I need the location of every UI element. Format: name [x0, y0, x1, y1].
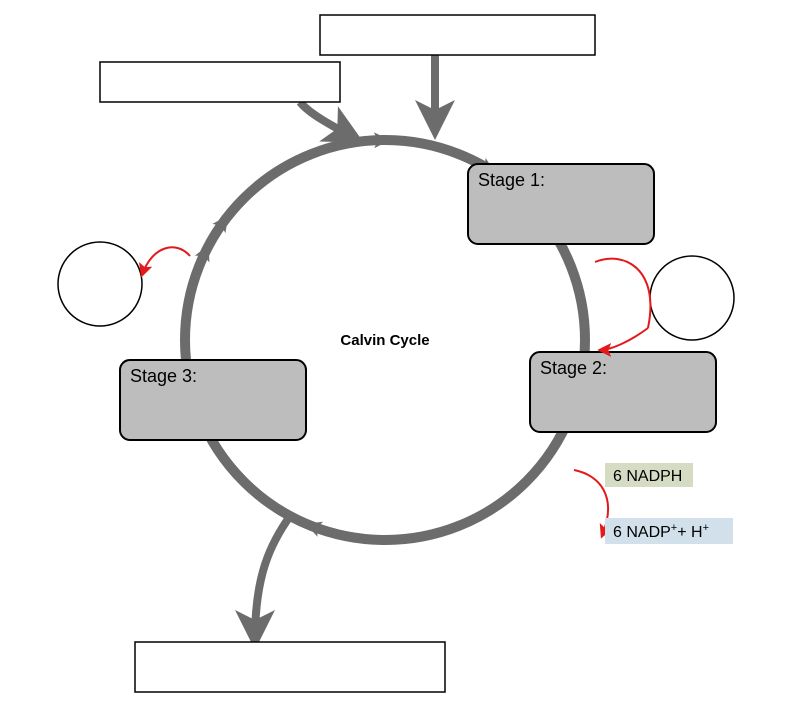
- nadp-product: 6 NADP++ H+: [605, 518, 733, 544]
- blank-circle-right: [650, 256, 734, 340]
- stage-3-label: Stage 3:: [130, 366, 197, 386]
- input-box-top-left: [100, 62, 340, 102]
- input-box-top-right: [320, 15, 595, 55]
- blank-circle-left: [58, 242, 142, 326]
- stage-1: Stage 1:: [468, 164, 654, 244]
- nadph-reactant: 6 NADPH: [605, 463, 693, 487]
- diagram-title: Calvin Cycle: [340, 332, 429, 349]
- nadp-product-label: 6 NADP++ H+: [613, 522, 709, 541]
- stage-2-label: Stage 2:: [540, 358, 607, 378]
- output-box-bottom: [135, 642, 445, 692]
- stage-1-label: Stage 1:: [478, 170, 545, 190]
- stage-3: Stage 3:: [120, 360, 306, 440]
- nadph-reactant-label: 6 NADPH: [613, 468, 682, 485]
- calvin-cycle-diagram: Stage 1: Stage 2: Stage 3: 6 NADPH 6 NAD…: [0, 0, 800, 720]
- stage-2: Stage 2:: [530, 352, 716, 432]
